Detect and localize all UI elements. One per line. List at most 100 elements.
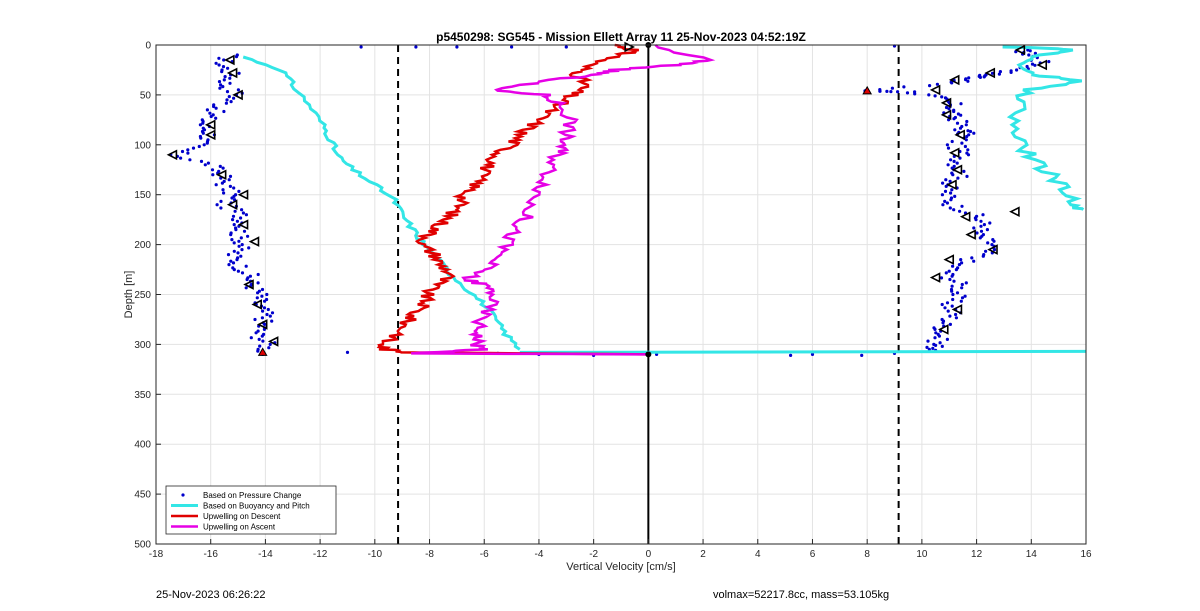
pressure-point [219,206,223,210]
pressure-point [982,75,986,79]
pressure-point [933,327,937,331]
pressure-point [972,131,976,135]
pressure-point [925,345,929,349]
x-tick-label-8: -2 [589,549,598,560]
series-layer [169,43,1087,357]
pressure-point [186,151,190,155]
x-tick-label-15: 12 [971,549,983,560]
pressure-point [939,276,944,280]
pressure-point [966,148,970,152]
pressure-point [978,75,983,79]
pressure-point [789,353,793,357]
pressure-point [951,173,955,177]
pressure-point [960,261,964,265]
pressure-point [1009,70,1013,74]
pressure-point [940,344,944,348]
ascent-marker [951,164,963,176]
y-tick-label-2: 100 [134,140,151,151]
pressure-point [985,228,990,232]
y-tick-label-7: 350 [134,390,151,401]
x-tick-label-7: -4 [534,549,543,560]
pressure-point [214,116,218,120]
pressure-point [234,228,238,232]
x-tick-label-6: -6 [480,549,489,560]
pressure-point [979,229,984,233]
pressure-point [232,249,236,253]
pressure-point [950,81,954,85]
x-tick-label-4: -10 [368,549,383,560]
y-tick-label-8: 400 [134,440,151,451]
pressure-point [984,249,988,253]
pressure-point [268,314,272,318]
x-tick-label-10: 2 [700,549,706,560]
pressure-point [948,322,953,326]
pressure-point [950,139,954,144]
pressure-point [955,121,960,125]
pressure-point [215,203,219,207]
pressure-point [221,188,225,192]
y-tick-label-10: 500 [134,540,151,551]
pressure-point [974,218,978,222]
pressure-point [256,281,260,285]
pressure-point [890,86,895,90]
pressure-point [245,277,249,282]
pressure-point [945,143,950,147]
pressure-point [242,229,247,233]
x-tick-label-1: -16 [203,549,218,560]
pressure-point [988,221,992,225]
axes: -18 -16 -14 -12 -10 -8 -6 -4 -2 0 2 4 6 8 10 12 14 16 0 50 1… [134,41,1092,561]
pressure-point [964,123,968,127]
pressure-point [221,65,226,69]
pressure-point [239,216,243,220]
pressure-point [221,85,225,89]
pressure-point [944,184,948,188]
pressure-point [239,254,243,258]
pressure-point [933,336,937,340]
pressure-point [260,287,265,292]
pressure-point [265,312,269,317]
pressure-point [1033,51,1037,55]
pressure-point [256,291,260,295]
pressure-point [267,346,271,350]
pressure-point [229,259,233,263]
pressure-point [222,58,226,62]
pressure-point [227,178,231,182]
pressure-point [226,66,230,70]
pressure-point [963,294,967,298]
ascent-marker [940,109,952,121]
pressure-point [197,144,201,149]
pressure-point [256,349,260,353]
pressure-point [232,268,236,272]
pressure-point [955,291,960,295]
descent-marker [204,119,216,131]
pressure-point [266,307,270,312]
series-0-points_ascent [863,48,1051,352]
pressure-point [208,111,212,115]
pressure-point [941,321,945,325]
legend-label-2: Upwelling on Descent [203,512,281,521]
pressure-point [952,117,956,121]
pressure-point [926,339,930,343]
pressure-point [240,243,244,247]
pressure-point [953,194,957,198]
pressure-point [934,343,938,347]
pressure-point [964,78,968,82]
pressure-point [946,146,951,150]
pressure-point [943,199,947,203]
pressure-point [265,292,269,297]
pressure-point [986,241,990,245]
pressure-point [937,334,942,338]
pressure-point [935,82,940,86]
pressure-point [237,239,241,243]
descent-marker [224,54,235,66]
x-tick-label-12: 6 [810,549,816,560]
pressure-point [232,223,236,227]
ascent-marker [940,97,952,109]
y-tick-label-0: 0 [145,41,151,52]
pressure-point [896,90,900,94]
pressure-point [249,336,253,340]
pressure-point [938,341,942,345]
pressure-point [950,274,954,278]
y-tick-label-4: 200 [134,240,151,251]
descent-marker [204,129,216,141]
